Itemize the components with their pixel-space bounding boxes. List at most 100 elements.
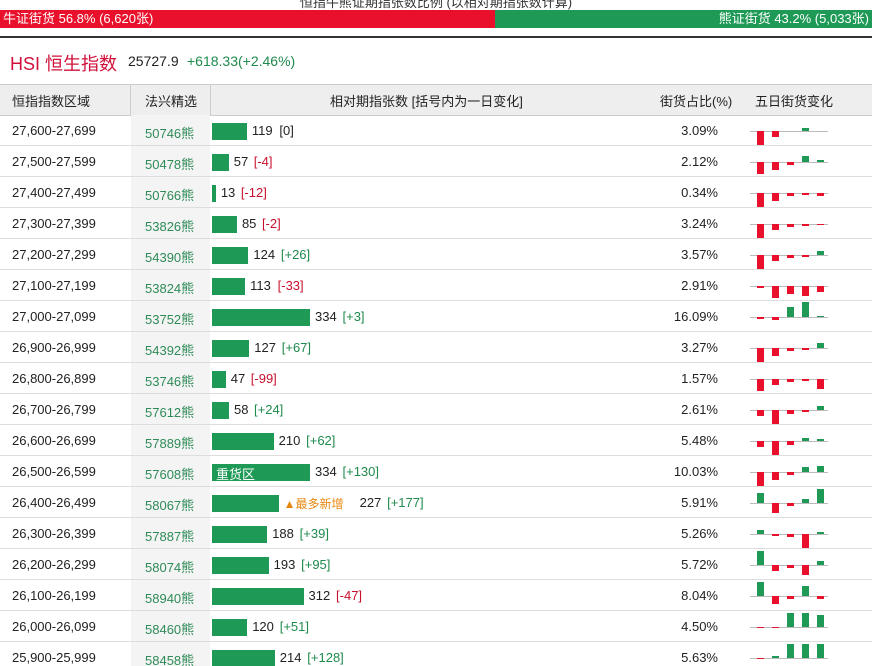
spark-bar bbox=[772, 223, 779, 230]
share: 10.03% bbox=[673, 463, 718, 479]
count-bar bbox=[212, 370, 226, 388]
count: 113 bbox=[250, 277, 271, 293]
code[interactable]: 50478熊 bbox=[145, 156, 195, 172]
code-cell-bg bbox=[131, 425, 210, 456]
change: [-12] bbox=[240, 184, 267, 200]
count-bar bbox=[212, 649, 275, 666]
count-bar bbox=[212, 494, 279, 512]
spark-bar bbox=[817, 159, 824, 162]
code[interactable]: 53824熊 bbox=[145, 280, 195, 296]
code[interactable]: 58074熊 bbox=[145, 559, 195, 575]
code[interactable]: 57612熊 bbox=[145, 404, 195, 420]
spark-bar bbox=[787, 564, 794, 568]
code[interactable]: 54390熊 bbox=[145, 249, 195, 265]
code-cell-bg bbox=[131, 208, 210, 239]
change: [-4] bbox=[253, 153, 273, 169]
spark-bar bbox=[817, 405, 824, 410]
count-bar bbox=[212, 153, 229, 171]
share: 3.24% bbox=[681, 215, 718, 231]
row-border bbox=[0, 579, 872, 580]
spark-bar bbox=[787, 533, 794, 537]
code[interactable]: 58067熊 bbox=[145, 497, 195, 513]
row-border bbox=[0, 641, 872, 642]
code[interactable]: 58458熊 bbox=[145, 652, 195, 666]
count-bar bbox=[212, 246, 249, 264]
code[interactable]: 53746熊 bbox=[145, 373, 195, 389]
count-bar bbox=[212, 463, 310, 481]
count: 188 bbox=[272, 525, 294, 541]
spark-bar bbox=[787, 254, 794, 258]
spark-axis bbox=[750, 626, 828, 628]
range: 27,600-27,699 bbox=[12, 122, 96, 138]
change: [+177] bbox=[387, 494, 424, 510]
spark-bar bbox=[772, 130, 779, 137]
count: 210 bbox=[278, 432, 301, 448]
table-header bbox=[0, 84, 872, 116]
code[interactable]: 50766熊 bbox=[145, 187, 195, 203]
code[interactable]: 53826熊 bbox=[145, 218, 195, 234]
count-bar bbox=[212, 401, 230, 419]
code[interactable]: 57887熊 bbox=[145, 528, 195, 544]
spark-bar bbox=[772, 533, 779, 536]
share: 0.34% bbox=[681, 184, 718, 200]
range: 27,100-27,199 bbox=[12, 277, 96, 293]
spark-bar bbox=[757, 192, 764, 207]
change: [+128] bbox=[307, 649, 344, 665]
tag: 重货区 bbox=[216, 466, 256, 482]
spark-bar bbox=[757, 529, 764, 534]
range: 26,600-26,699 bbox=[12, 432, 96, 448]
spark-bar bbox=[817, 285, 824, 292]
spark-bar bbox=[802, 155, 809, 162]
spark-bar bbox=[757, 285, 764, 288]
code[interactable]: 50746熊 bbox=[145, 125, 195, 141]
row-border bbox=[0, 331, 872, 332]
range: 27,000-27,099 bbox=[12, 308, 96, 324]
spark-bar bbox=[757, 581, 764, 596]
range: 26,900-26,999 bbox=[12, 339, 96, 355]
code[interactable]: 57608熊 bbox=[145, 466, 195, 482]
spark-bar bbox=[817, 488, 824, 503]
row-border bbox=[0, 455, 872, 456]
change: [0] bbox=[279, 122, 294, 138]
column-header: 法兴精选 bbox=[145, 94, 198, 109]
code[interactable]: 58460熊 bbox=[145, 621, 195, 637]
spark-bar bbox=[802, 192, 809, 195]
spark-bar bbox=[772, 161, 779, 170]
code-cell-bg bbox=[131, 115, 210, 146]
share: 3.27% bbox=[681, 339, 718, 355]
code-cell-bg bbox=[131, 301, 210, 332]
code-cell-bg bbox=[131, 146, 210, 177]
spark-bar bbox=[802, 612, 809, 627]
code-cell-bg bbox=[131, 456, 210, 487]
spark-bar bbox=[757, 440, 764, 447]
spark-bar bbox=[817, 560, 824, 565]
change: [+95] bbox=[301, 556, 331, 572]
share: 2.61% bbox=[681, 401, 718, 417]
count-bar bbox=[212, 618, 248, 636]
row-border bbox=[0, 548, 872, 549]
count: 127 bbox=[254, 339, 276, 355]
range: 26,500-26,599 bbox=[12, 463, 96, 479]
spark-bar bbox=[772, 471, 779, 480]
spark-bar bbox=[757, 550, 764, 565]
spark-bar bbox=[817, 438, 824, 441]
range: 27,400-27,499 bbox=[12, 184, 96, 200]
spark-bar bbox=[772, 285, 779, 298]
spark-bar bbox=[817, 223, 824, 225]
share: 5.48% bbox=[681, 432, 718, 448]
code[interactable]: 58940熊 bbox=[145, 590, 195, 606]
spark-bar bbox=[802, 127, 809, 131]
row-border bbox=[0, 362, 872, 363]
code-cell-bg bbox=[131, 642, 210, 666]
change: [+51] bbox=[279, 618, 309, 634]
code[interactable]: 57889熊 bbox=[145, 435, 195, 451]
bear-bar: 熊证街货 43.2% (5,033张) bbox=[495, 10, 872, 28]
row-border bbox=[0, 610, 872, 611]
code-cell-bg bbox=[131, 518, 210, 549]
spark-bar bbox=[802, 285, 809, 296]
share: 1.57% bbox=[681, 370, 718, 386]
code[interactable]: 54392熊 bbox=[145, 342, 195, 358]
code[interactable]: 53752熊 bbox=[145, 311, 195, 327]
range: 27,300-27,399 bbox=[12, 215, 96, 231]
count-bar bbox=[212, 277, 246, 295]
